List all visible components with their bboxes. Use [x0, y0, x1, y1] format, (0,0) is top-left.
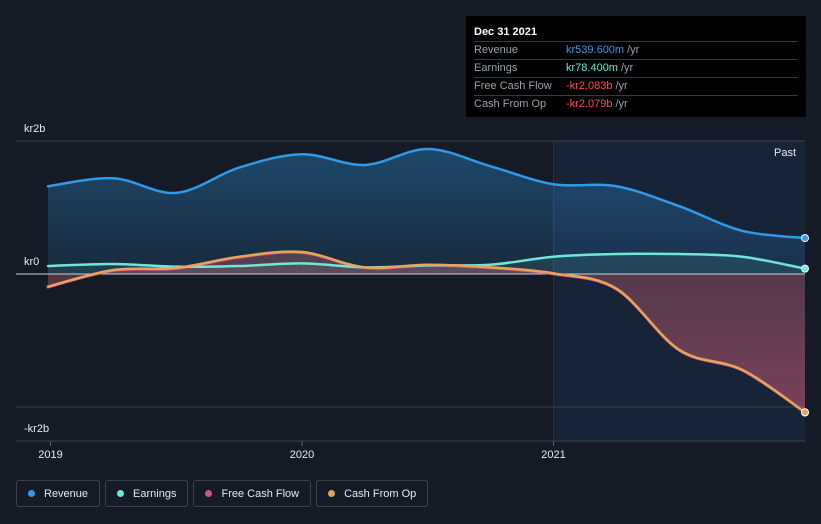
earnings-end-point	[801, 264, 809, 273]
tooltip-value: kr539.600m	[566, 44, 625, 56]
y-tick-label-top: kr2b	[24, 123, 46, 135]
legend-label: Revenue	[44, 487, 89, 500]
tooltip-row-free-cash-flow: Free Cash Flow -kr2.083b /yr	[474, 77, 798, 94]
past-label: Past	[774, 147, 797, 159]
free-cash-flow-dot-icon	[205, 490, 213, 497]
legend-item-earnings[interactable]: Earnings	[105, 480, 189, 507]
revenue-dot-icon	[28, 490, 35, 497]
tooltip-label: Revenue	[474, 44, 519, 56]
legend-label: Free Cash Flow	[221, 487, 300, 500]
tooltip-unit: /yr	[615, 98, 628, 110]
tooltip-value: -kr2.079b	[566, 98, 613, 110]
tooltip-value: kr78.400m	[566, 62, 618, 74]
y-tick-label-zero: kr0	[24, 256, 40, 268]
revenue-line	[46, 147, 807, 240]
tooltip-label: Earnings	[474, 62, 518, 74]
tooltip-label: Free Cash Flow	[474, 80, 552, 92]
x-tick-label: 2019	[38, 449, 62, 461]
legend-item-revenue[interactable]: Revenue	[16, 480, 101, 507]
y-tick-label-bottom: -kr2b	[24, 423, 50, 435]
legend-label: Earnings	[133, 487, 177, 500]
revenue-end-point	[801, 234, 809, 243]
legend-item-free-cash-flow[interactable]: Free Cash Flow	[193, 480, 312, 507]
cash-from-op-line	[46, 250, 807, 414]
legend-item-cash-from-op[interactable]: Cash From Op	[316, 480, 429, 507]
tooltip-row-earnings: Earnings kr78.400m /yr	[474, 59, 798, 76]
tooltip-label: Cash From Op	[474, 98, 547, 110]
revenue-area	[48, 148, 805, 274]
earnings-dot-icon	[117, 490, 125, 497]
cash-from-op-end-point	[801, 408, 809, 417]
legend-label: Cash From Op	[344, 487, 417, 500]
cash-from-op-dot-icon	[328, 490, 336, 497]
tooltip-date: Dec 31 2021	[474, 26, 537, 38]
x-tick-label: 2020	[290, 449, 314, 461]
tooltip-unit: /yr	[627, 44, 640, 56]
tooltip-row-revenue: Revenue kr539.600m /yr	[474, 41, 798, 58]
tooltip-row-cash-from-op: Cash From Op -kr2.079b /yr	[474, 95, 798, 112]
tooltip-unit: /yr	[615, 80, 628, 92]
tooltip-unit: /yr	[620, 62, 634, 74]
legend: Revenue Earnings Free Cash Flow Cash Fro…	[16, 480, 429, 509]
tooltip: Dec 31 2021 Revenue kr539.600m /yr Earni…	[466, 16, 806, 117]
tooltip-value: -kr2.083b	[566, 80, 613, 92]
x-tick-label: 2021	[541, 449, 565, 461]
